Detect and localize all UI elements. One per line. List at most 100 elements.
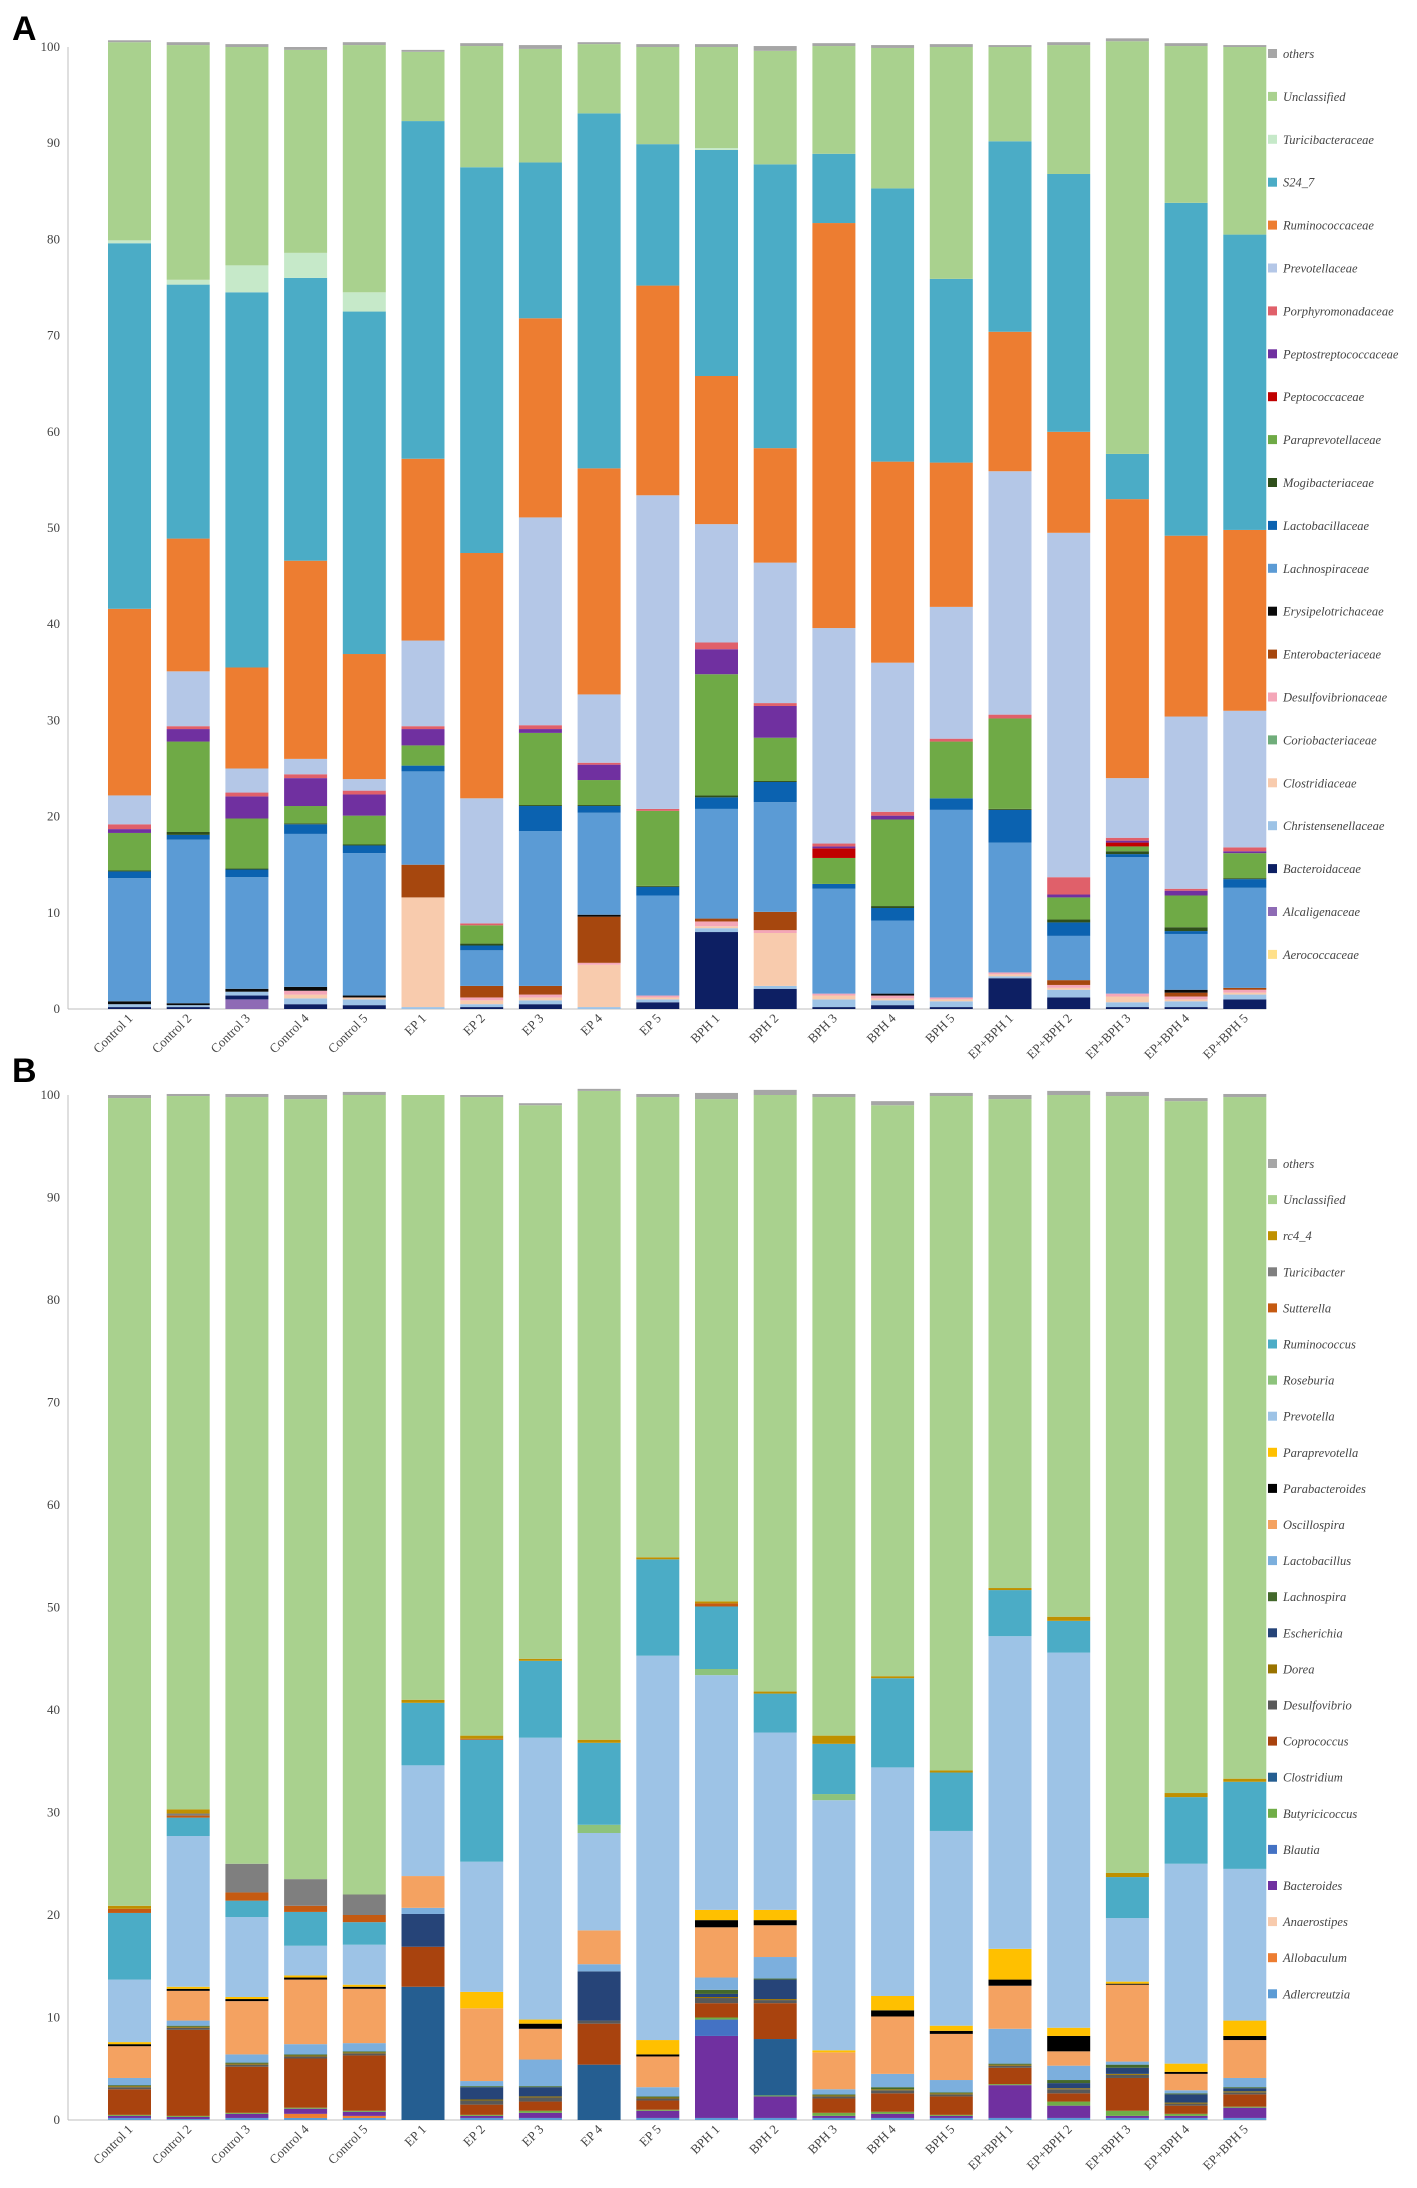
bar-segment-a-bph-1-prevotellaceae (695, 524, 738, 643)
bar-segment-a-ep-bph-3-s24-7 (1105, 453, 1149, 500)
bar-segment-b-ep-5-others (636, 1093, 680, 1098)
bar-segment-a-ep-3-porphyromonadaceae (518, 725, 562, 730)
bar-segment-b-ep-3-paraprevotella (518, 2019, 562, 2024)
bar-segment-a-control-4-bacteroidaceae (284, 1004, 328, 1009)
legend-swatch-b-parabacteroides (1268, 1483, 1277, 1493)
bar-segment-a-ep-4-lactobacillaceae (577, 806, 621, 813)
bar-segment-a-ep-bph-1-bacteroidaceae (988, 978, 1032, 1009)
bar-segment-b-ep-bph-5-ruminococcus (1223, 1781, 1267, 1869)
bar-segment-a-ep-bph-4-lachnospiraceae (1164, 933, 1208, 990)
legend-swatch-b-adlercreutzia (1268, 1989, 1277, 1999)
bar-segment-b-ep-1-prevotella (401, 1765, 445, 1877)
legend-label-a-others: others (1283, 47, 1314, 61)
bar-segment-a-ep-bph-2-christensenellaceae (1047, 989, 1091, 998)
bar-segment-b-bph-1-lactobacillus (695, 1977, 738, 1990)
bar-segment-a-ep-bph-4-mogibacteriaceae (1164, 927, 1208, 932)
bar-segment-a-bph-4-paraprevotellaceae (871, 819, 915, 907)
bar-segment-a-ep-bph-1-christensenellaceae (988, 976, 1032, 979)
bar-segment-b-ep-bph-4-bacteroides (1164, 2115, 1208, 2118)
bar-segment-b-ep-bph-1-rc4-4 (988, 1588, 1032, 1591)
bar-segment-b-bph-5-adlercreutzia (929, 2117, 973, 2120)
bar-segment-b-control-3-sutterella (225, 1892, 269, 1901)
bar-segment-b-ep-bph-2-lactobacillus (1047, 2065, 1091, 2081)
bar-segment-b-ep-bph-4-butyricicoccus (1164, 2113, 1208, 2116)
chart-b-x-tick-label: Control 1 (90, 2122, 136, 2168)
bar-segment-a-control-1-peptostreptococcaceae (108, 829, 151, 833)
bar-segment-b-bph-5-lactobacillus (929, 2080, 973, 2093)
bar-segment-a-ep-5-lactobacillaceae (636, 886, 680, 896)
legend-label-a-lactobacillaceae: Lactobacillaceae (1282, 519, 1370, 533)
bar-segment-b-ep-4-roseburia (577, 1824, 621, 1833)
legend-swatch-a-enterobacteriaceae (1268, 649, 1277, 659)
bar-segment-b-ep-bph-3-bacteroides (1105, 2115, 1149, 2118)
bar-segment-b-bph-2-adlercreutzia (753, 2117, 797, 2120)
bar-segment-b-ep-bph-4-lactobacillus (1164, 2090, 1208, 2094)
bar-segment-a-ep-bph-4-christensenellaceae (1164, 1001, 1208, 1008)
bar-segment-b-ep-3-butyricicoccus (518, 2110, 562, 2113)
bar-segment-a-control-5-others (342, 42, 386, 46)
bar-segment-a-control-3-turicibacteraceae (225, 265, 269, 293)
bar-segment-a-control-5-christensenellaceae (342, 999, 386, 1006)
chart-a-x-tick-label: Control 4 (266, 1010, 312, 1056)
bar-segment-b-ep-5-desulfovibrio (636, 2098, 680, 2101)
bar-segment-a-bph-2-prevotellaceae (753, 562, 797, 704)
bar-segment-a-control-5-unclassified (342, 45, 386, 293)
bar-segment-b-ep-bph-4-oscillospira (1164, 2073, 1208, 2091)
chart-b-x-tick-label: Control 5 (325, 2122, 371, 2168)
bar-segment-b-control-1-ruminococcus (108, 1912, 151, 1980)
bar-segment-b-control-5-dorea (342, 2052, 386, 2054)
bar-segment-b-bph-2-desulfovibrio (753, 2000, 797, 2004)
bar-segment-b-control-2-coprococcus (166, 2029, 210, 2116)
bar-segment-a-bph-1-bacteroidaceae (695, 932, 738, 1009)
bar-segment-b-ep-3-desulfovibrio (518, 2097, 562, 2102)
bar-segment-b-bph-5-desulfovibrio (929, 2094, 973, 2097)
bar-segment-a-ep-bph-2-lactobacillaceae (1047, 922, 1091, 936)
bar-segment-b-bph-4-rc4-4 (871, 1676, 915, 1679)
bar-segment-a-ep-bph-5-prevotellaceae (1223, 710, 1267, 848)
bar-segment-b-bph-2-ruminococcus (753, 1693, 797, 1733)
bar-segment-a-ep-bph-2-bacteroidaceae (1047, 997, 1091, 1009)
chart-a-x-tick-label: BPH 5 (922, 1011, 957, 1046)
bar-segment-a-ep-5-others (636, 44, 680, 47)
bar-segment-b-ep-2-escherichia (460, 2087, 504, 2100)
bar-segment-b-ep-bph-5-desulfovibrio (1223, 2092, 1267, 2095)
bar-segment-a-ep-4-peptostreptococcaceae (577, 764, 621, 781)
bar-segment-a-ep-3-lachnospiraceae (518, 831, 562, 986)
bar-segment-a-ep-5-porphyromonadaceae (636, 808, 680, 811)
bar-segment-a-ep-bph-2-prevotellaceae (1047, 532, 1091, 878)
bar-segment-b-ep-2-adlercreutzia (460, 2117, 504, 2120)
bar-segment-a-ep-2-paraprevotellaceae (460, 925, 504, 944)
bar-segment-b-ep-5-bacteroides (636, 2110, 680, 2118)
legend-swatch-a-desulfovibrionaceae (1268, 692, 1277, 702)
bar-segment-b-bph-1-ruminococcus (695, 1606, 738, 1669)
bar-segment-a-ep-bph-4-ruminococcaceae (1164, 535, 1208, 717)
legend-swatch-a-bacteroidaceae (1268, 864, 1277, 874)
bar-segment-a-ep-5-bacteroidaceae (636, 1002, 680, 1009)
bar-segment-b-ep-bph-1-parabacteroides (988, 1979, 1032, 1986)
bar-segment-b-ep-1-lactobacillus (401, 1907, 445, 1914)
bar-segment-a-control-5-clostridiaceae (342, 997, 386, 1000)
bar-segment-b-bph-3-dorea (812, 2095, 856, 2097)
bar-segment-a-control-4-peptostreptococcaceae (284, 778, 328, 807)
bar-segment-a-ep-bph-1-ruminococcaceae (988, 331, 1032, 472)
bar-segment-a-bph-1-others (695, 44, 738, 47)
legend-swatch-a-coriobacteriaceae (1268, 735, 1277, 745)
bar-segment-b-control-4-adlercreutzia (284, 2117, 328, 2120)
bar-segment-b-ep-bph-1-bacteroides (988, 2085, 1032, 2118)
legend-swatch-a-turicibacteraceae (1268, 134, 1277, 144)
bar-segment-a-ep-bph-5-bacteroidaceae (1223, 999, 1267, 1009)
bar-segment-b-ep-2-oscillospira (460, 2008, 504, 2082)
chart-b-y-tick-label: 60 (47, 1497, 60, 1512)
legend-swatch-a-mogibacteriaceae (1268, 478, 1277, 487)
chart-b-y-tick-label: 20 (47, 1907, 60, 1922)
legend-swatch-a-christensenellaceae (1268, 821, 1277, 831)
bar-segment-b-bph-1-others (695, 1092, 738, 1100)
bar-segment-a-ep-5-paraprevotellaceae (636, 810, 680, 886)
bar-segment-a-bph-2-bacteroidaceae (753, 988, 797, 1009)
bar-segment-a-control-4-paraprevotellaceae (284, 806, 328, 824)
bar-segment-a-ep-3-s24-7 (518, 162, 562, 319)
chart-b-x-tick-label: EP 1 (401, 2122, 429, 2150)
bar-segment-b-bph-4-paraprevotella (871, 1995, 915, 2011)
bar-segment-a-control-3-christensenellaceae (225, 991, 269, 996)
